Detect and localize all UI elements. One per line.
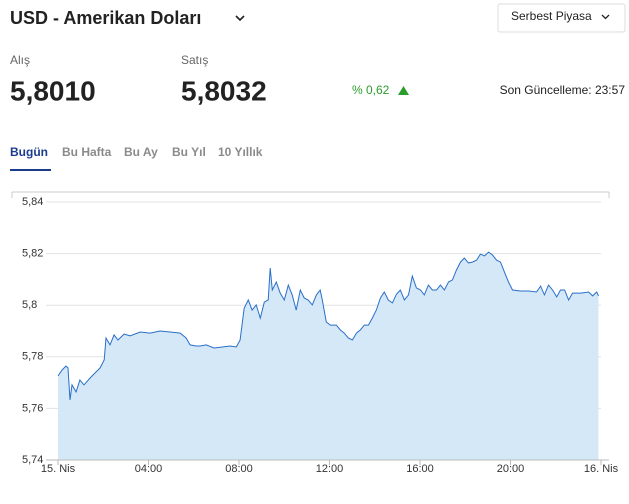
y-tick-label: 5,8 [22,299,37,311]
tabs: Bugün Bu Hafta Bu Ay Bu Yıl 10 Yıllık [10,145,263,159]
change: % 0,62 [352,83,390,97]
line [57,251,599,400]
sell-label: Satış [181,53,208,67]
tab[interactable]: Bu Hafta [62,145,112,159]
area [58,252,599,460]
title-chevron[interactable] [235,15,245,22]
x-tick-label: 08:00 [225,463,253,475]
x-tick-label: 16:00 [406,463,434,475]
x-tick-label: 20:00 [497,463,525,475]
tab[interactable]: 10 Yıllık [218,145,263,159]
active-tab-underline [10,169,51,171]
dropdown-box[interactable] [497,3,626,33]
y-tick-label: 5,82 [22,248,43,260]
x-tick-label: 04:00 [135,463,163,475]
tab[interactable]: Bu Yıl [172,145,206,159]
x-tick-label: 12:00 [316,463,344,475]
x-tick-label: 15. Nis [41,463,76,475]
y-tick-label: 5,74 [22,454,43,466]
y-tick-label: 5,84 [22,196,43,208]
title: USD - Amerikan Doları [10,8,201,28]
x-tick-label: 16. Nis [584,463,619,475]
y-tick-label: 5,76 [22,402,43,414]
tab[interactable]: Bu Ay [124,145,158,159]
market-dropdown[interactable]: Serbest Piyasa [497,3,626,33]
dropdown-label[interactable]: Serbest Piyasa [511,9,592,23]
last-update: Son Güncelleme: 23:57 [500,83,626,97]
tab[interactable]: Bugün [10,145,48,159]
plot: 5,74 5,76 5,78 5,8 5,82 5,84 15. Nis 04:00 08:00… [22,196,619,475]
up-arrow [398,86,409,95]
buy-value: 5,8010 [10,75,96,106]
sell-value: 5,8032 [181,75,267,106]
y-tick-label: 5,78 [22,351,43,363]
dropdown-chevron[interactable] [601,14,610,20]
buy-label: Alış [10,53,30,67]
